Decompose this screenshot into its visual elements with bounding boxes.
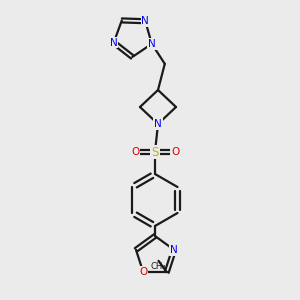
Text: O: O	[171, 147, 179, 157]
Text: N: N	[154, 119, 162, 129]
Text: S: S	[151, 146, 159, 158]
Text: CH₃: CH₃	[151, 262, 166, 271]
Text: N: N	[110, 38, 118, 47]
Text: O: O	[139, 267, 147, 277]
Text: N: N	[141, 16, 149, 26]
Text: N: N	[170, 245, 178, 255]
Text: O: O	[131, 147, 139, 157]
Text: N: N	[148, 39, 156, 49]
